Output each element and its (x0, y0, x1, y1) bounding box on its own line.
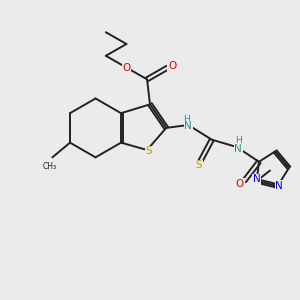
Text: O: O (236, 179, 244, 189)
Text: H: H (183, 115, 190, 124)
Text: N: N (275, 181, 283, 191)
Text: N: N (253, 174, 261, 184)
Text: O: O (122, 63, 130, 73)
Text: N: N (184, 122, 192, 131)
Text: S: S (195, 160, 202, 170)
Text: N: N (235, 143, 242, 154)
Text: H: H (235, 136, 242, 145)
Text: S: S (145, 146, 152, 157)
Text: O: O (168, 61, 176, 71)
Text: CH₃: CH₃ (42, 162, 56, 171)
